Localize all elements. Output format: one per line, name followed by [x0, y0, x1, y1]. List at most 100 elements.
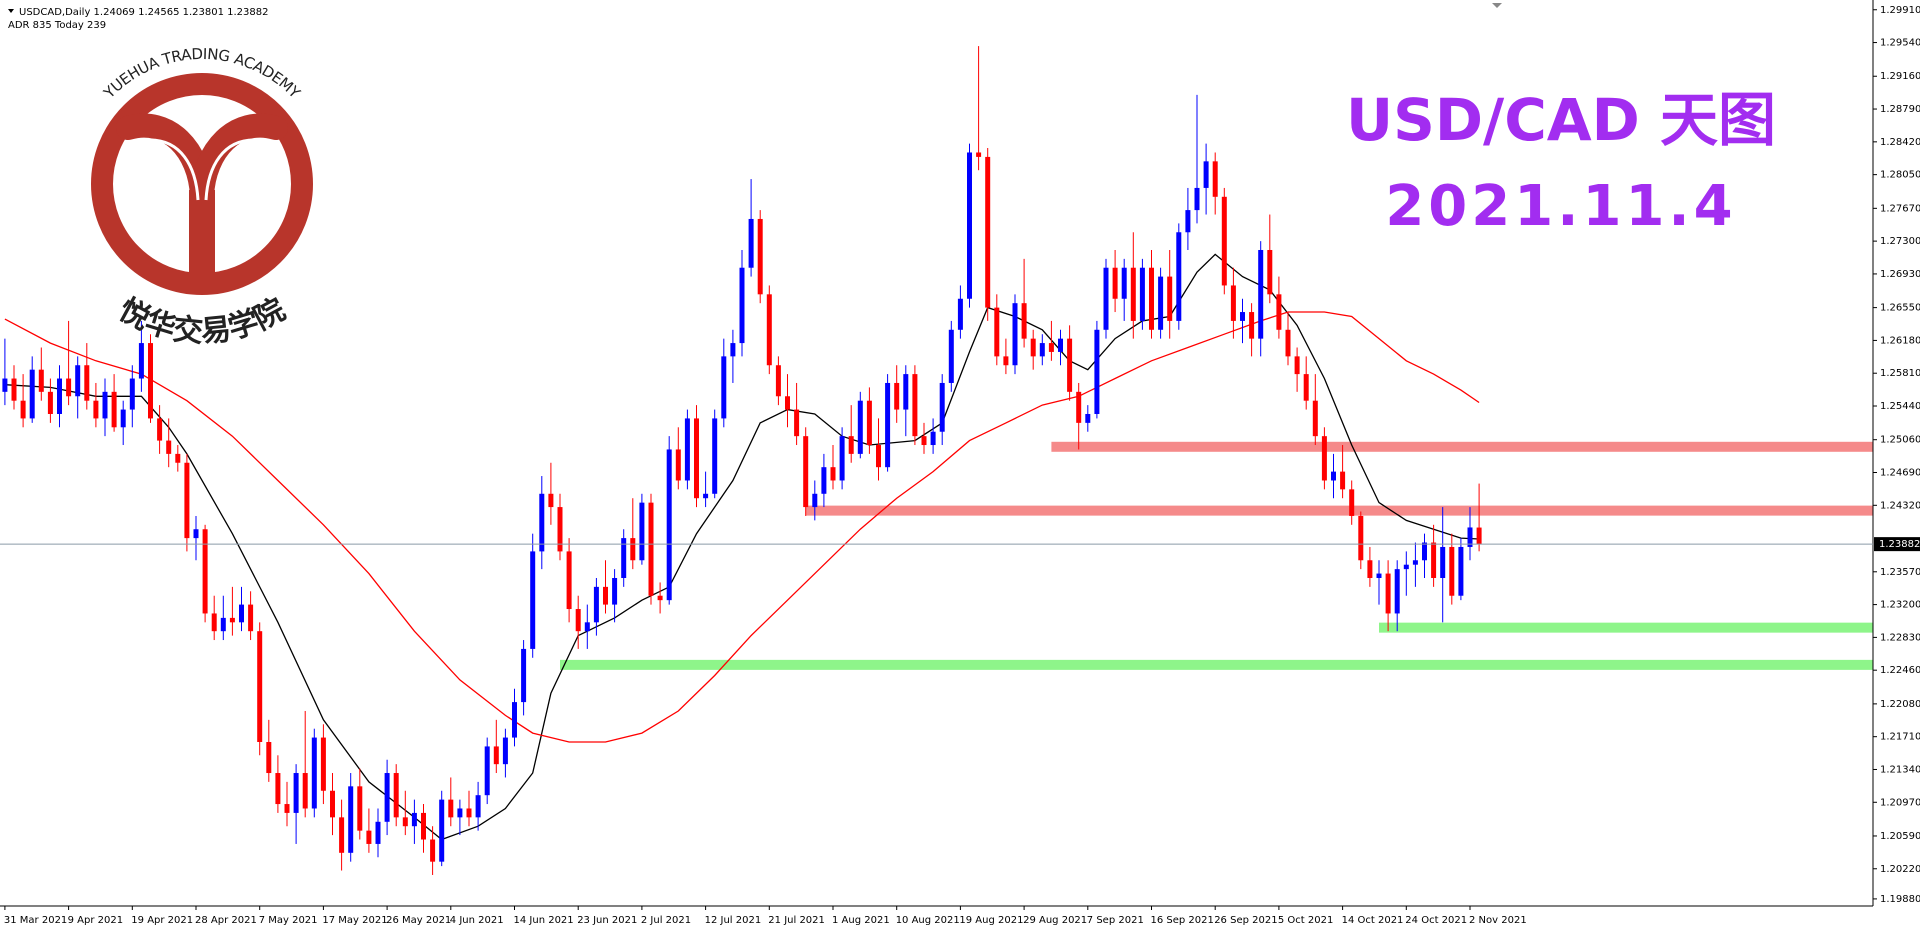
- last-price-tag: [1874, 537, 1920, 552]
- candle-body: [848, 436, 854, 454]
- candle-body: [1476, 527, 1482, 545]
- candle-body: [1221, 196, 1227, 286]
- y-tick-label: 1.19880: [1880, 894, 1920, 905]
- candle-body: [1067, 338, 1073, 392]
- candles: [2, 46, 1482, 875]
- candle-body: [457, 808, 463, 818]
- candle-body: [1194, 187, 1200, 211]
- y-tick-label: 1.23570: [1880, 567, 1920, 578]
- logo-accent: [204, 138, 255, 201]
- candle-body: [293, 773, 299, 813]
- candle-body: [1458, 546, 1464, 596]
- candle-body: [1103, 267, 1109, 330]
- candle-body: [220, 617, 226, 632]
- candle-body: [1440, 546, 1446, 578]
- candle-body: [803, 436, 809, 508]
- candle-body: [939, 382, 945, 432]
- candle-body: [1021, 303, 1027, 339]
- candle-body: [512, 702, 517, 738]
- candle-body: [994, 307, 1000, 357]
- candle-body: [375, 821, 381, 844]
- x-tick-label: 16 Sep 2021: [1151, 915, 1214, 926]
- x-tick-label: 2 Nov 2021: [1469, 915, 1527, 926]
- candle-body: [47, 391, 53, 414]
- y-tick-label: 1.20590: [1880, 831, 1920, 842]
- candle-body: [1367, 560, 1373, 578]
- x-tick-label: 12 Jul 2021: [705, 915, 762, 926]
- candle-body: [1422, 542, 1427, 561]
- moving-averages: [4, 253, 1480, 841]
- candle-body: [66, 378, 72, 397]
- candle-body: [967, 152, 972, 299]
- candle-body: [1167, 276, 1173, 321]
- candle-body: [166, 440, 172, 454]
- level-band: [805, 505, 1874, 516]
- candle-body: [1276, 294, 1282, 330]
- candle-body: [712, 418, 718, 494]
- candle-body: [985, 156, 991, 308]
- candle-body: [657, 595, 663, 601]
- x-tick-label: 5 Oct 2021: [1278, 915, 1333, 926]
- candle-body: [266, 741, 272, 774]
- adr-info: ADR 835 Today 239: [8, 20, 106, 31]
- logo-arm: [190, 113, 288, 208]
- candle-body: [1312, 400, 1318, 437]
- candle-body: [739, 267, 745, 344]
- candle-body: [448, 799, 454, 818]
- candle-body: [1212, 161, 1218, 197]
- y-tick-label: 1.25440: [1880, 401, 1920, 412]
- candle-body: [1048, 343, 1054, 352]
- y-tick-label: 1.22830: [1880, 632, 1920, 643]
- x-tick-label: 1 Aug 2021: [832, 915, 890, 926]
- candle-body: [157, 418, 163, 441]
- chart-subtitle: 2021.11.4: [1385, 174, 1736, 239]
- candle-body: [730, 343, 736, 357]
- level-band: [1379, 622, 1873, 633]
- candle-body: [957, 298, 963, 330]
- candle-body: [1321, 436, 1327, 481]
- y-tick-label: 1.27670: [1880, 203, 1920, 214]
- candle-body: [1094, 329, 1100, 414]
- candle-body: [84, 365, 90, 401]
- candle-body: [1376, 573, 1382, 578]
- candle-body: [330, 790, 335, 818]
- x-tick-label: 19 Aug 2021: [959, 915, 1023, 926]
- y-tick-label: 1.25060: [1880, 435, 1920, 446]
- x-tick-label: 9 Apr 2021: [68, 915, 123, 926]
- y-tick-label: 1.27300: [1880, 236, 1920, 247]
- candle-body: [976, 152, 982, 157]
- candle-body: [348, 786, 354, 853]
- candle-body: [794, 409, 800, 437]
- x-tick-label: 7 Sep 2021: [1087, 915, 1144, 926]
- candle-body: [857, 400, 863, 454]
- candle-body: [612, 577, 618, 605]
- logo-accent: [149, 138, 200, 201]
- candle-body: [2, 378, 8, 392]
- y-tick-label: 1.26550: [1880, 303, 1920, 314]
- candle-body: [202, 529, 208, 614]
- y-tick-label: 1.21710: [1880, 732, 1920, 743]
- candle-body: [484, 746, 490, 796]
- candle-body: [639, 502, 645, 561]
- candle-body: [684, 418, 690, 481]
- candle-body: [775, 365, 781, 397]
- candle-body: [402, 817, 408, 827]
- candle-body: [421, 812, 426, 840]
- candle-body: [1394, 569, 1400, 614]
- candle-body: [502, 737, 508, 765]
- candle-body: [1240, 312, 1245, 321]
- candle-body: [1331, 471, 1336, 481]
- candle-body: [211, 613, 217, 632]
- candle-body: [1030, 338, 1036, 357]
- candle-body: [1185, 210, 1191, 233]
- candle-body: [20, 400, 26, 419]
- x-tick-label: 4 Jun 2021: [450, 915, 504, 926]
- candle-body: [1258, 249, 1264, 339]
- candle-body: [839, 436, 845, 481]
- candle-body: [1149, 267, 1154, 330]
- candle-body: [703, 493, 709, 499]
- candle-body: [830, 467, 836, 481]
- candle-body: [1085, 413, 1091, 423]
